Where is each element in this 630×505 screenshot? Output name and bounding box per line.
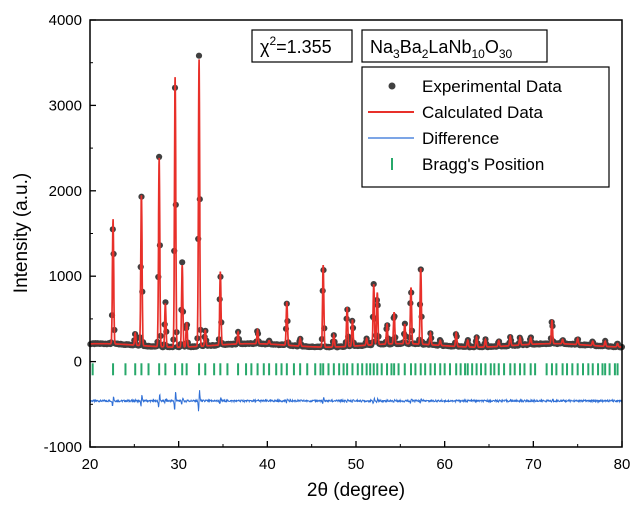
x-axis-title: 2θ (degree) <box>307 480 405 501</box>
y-axis-title: Intensity (a.u.) <box>11 173 32 293</box>
x-tick-label: 70 <box>525 456 542 473</box>
calculated-curve <box>90 59 622 348</box>
x-tick-label: 60 <box>436 456 453 473</box>
x-tick-label: 40 <box>259 456 276 473</box>
x-tick-label: 30 <box>170 456 187 473</box>
y-tick-label: 3000 <box>49 97 82 114</box>
data-point <box>195 52 203 59</box>
legend-entry: Experimental Data <box>388 77 562 96</box>
bragg-markers <box>91 363 619 376</box>
legend-symbol <box>388 82 396 90</box>
x-tick-label: 80 <box>614 456 630 473</box>
difference-curve <box>89 390 623 412</box>
legend-label: Difference <box>422 129 499 148</box>
data-point <box>179 259 186 266</box>
compound-formula: Na3Ba2LaNb10O30 <box>370 37 513 61</box>
y-tick-label: 1000 <box>49 268 82 285</box>
chi-square-label: χ2=1.355 <box>260 34 332 57</box>
y-tick-label: -1000 <box>44 439 82 456</box>
y-tick-label: 4000 <box>49 12 82 29</box>
legend-entry: Bragg's Position <box>391 155 544 174</box>
legend-label: Calculated Data <box>422 103 544 122</box>
legend: Experimental Data Calculated Data Differen… <box>361 66 610 188</box>
legend-label: Bragg's Position <box>422 155 544 174</box>
y-tick-label: 2000 <box>49 183 82 200</box>
y-tick-label: 0 <box>74 354 82 371</box>
legend-entry: Calculated Data <box>368 103 544 122</box>
data-point <box>162 299 169 306</box>
chi-square-box: χ2=1.355 <box>251 29 353 63</box>
x-tick-label: 50 <box>348 456 365 473</box>
formula-box: Na3Ba2LaNb10O30 <box>361 29 548 63</box>
x-tick-label: 20 <box>82 456 99 473</box>
data-point <box>401 320 408 327</box>
data-point <box>156 153 163 160</box>
legend-label: Experimental Data <box>422 77 562 96</box>
legend-entry: Difference <box>368 129 499 148</box>
